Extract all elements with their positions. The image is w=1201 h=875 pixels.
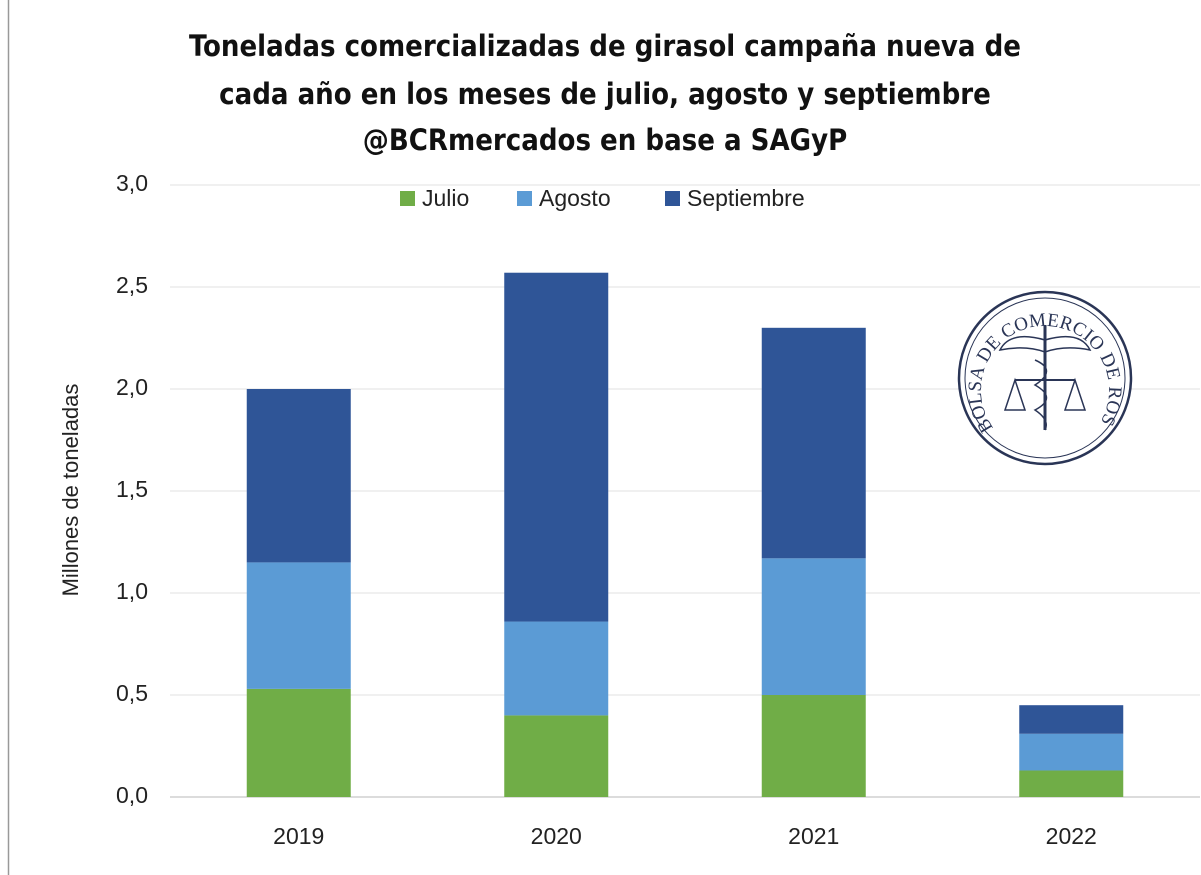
bar-segment bbox=[1019, 770, 1124, 797]
legend-label: Julio bbox=[422, 185, 469, 211]
logo-ring bbox=[964, 297, 1126, 459]
x-tick-label: 2020 bbox=[531, 823, 582, 849]
bar-segment bbox=[504, 715, 609, 797]
legend-label: Agosto bbox=[539, 185, 611, 211]
y-axis-label: Millones de toneladas bbox=[58, 384, 83, 597]
y-tick-label: 0,0 bbox=[116, 782, 148, 808]
bar-segment bbox=[761, 558, 866, 695]
logo-snake bbox=[1033, 359, 1048, 431]
bar-segment bbox=[246, 562, 351, 689]
y-tick-label: 2,5 bbox=[116, 272, 148, 298]
legend-swatch bbox=[517, 191, 532, 206]
x-tick-label: 2021 bbox=[788, 823, 839, 849]
y-tick-label: 3,0 bbox=[116, 170, 148, 196]
bar-segment bbox=[504, 621, 609, 716]
bar-segment bbox=[761, 695, 866, 797]
logo-scale-pans bbox=[1003, 377, 1087, 411]
bar-segment bbox=[761, 327, 866, 559]
bar-segment bbox=[1019, 705, 1124, 734]
bar-segment bbox=[1019, 733, 1124, 771]
chart-title: @BCRmercados en base a SAGyP bbox=[363, 123, 847, 157]
logo-wings bbox=[998, 335, 1092, 353]
legend-swatch bbox=[400, 191, 415, 206]
x-tick-label: 2022 bbox=[1046, 823, 1097, 849]
y-tick-label: 2,0 bbox=[116, 374, 148, 400]
chart-title: cada año en los meses de julio, agosto y… bbox=[219, 77, 991, 111]
bar-segment bbox=[504, 272, 609, 622]
legend-label: Septiembre bbox=[687, 185, 805, 211]
x-tick-label: 2019 bbox=[273, 823, 324, 849]
bar-segment bbox=[246, 389, 351, 563]
bar-segment bbox=[246, 688, 351, 797]
chart-title: Toneladas comercializadas de girasol cam… bbox=[189, 29, 1021, 63]
legend-swatch bbox=[665, 191, 680, 206]
y-tick-label: 1,0 bbox=[116, 578, 148, 604]
y-tick-label: 0,5 bbox=[116, 680, 148, 706]
y-tick-label: 1,5 bbox=[116, 476, 148, 502]
